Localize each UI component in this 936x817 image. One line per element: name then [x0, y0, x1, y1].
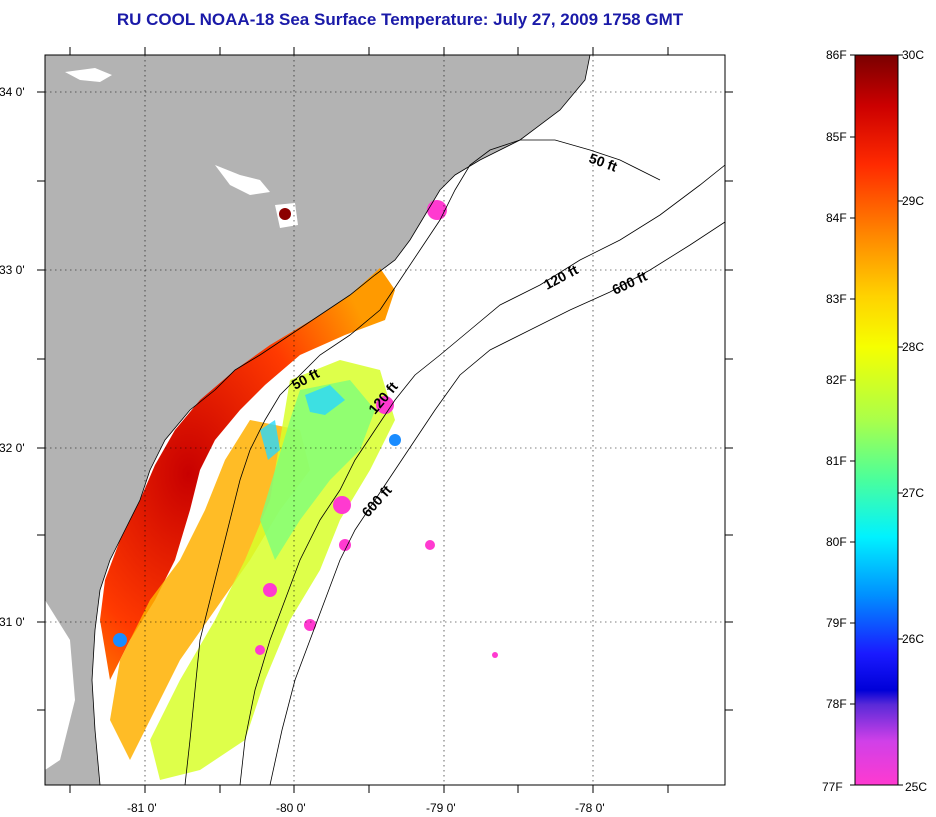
colorbar-c-label: 26C	[902, 632, 925, 646]
axis-ticks	[37, 47, 733, 793]
colorbar-f-label: 80F	[826, 535, 847, 549]
colorbar-f-label: 86F	[826, 48, 847, 62]
sst-cold-speck	[492, 652, 498, 658]
sst-green-patch	[260, 380, 375, 560]
colorbar-f-label: 83F	[826, 292, 847, 306]
sst-cold-speck	[427, 200, 447, 220]
lat-label: 31 0'	[0, 615, 25, 629]
colorbar-f-label: 77F	[822, 780, 843, 794]
colorbar	[854, 54, 899, 786]
colorbar-f-label: 82F	[826, 373, 847, 387]
colorbar-c-label: 29C	[902, 194, 925, 208]
lon-label: -81 0'	[127, 801, 157, 815]
sst-cyan-patch	[260, 420, 280, 460]
land-area	[45, 55, 590, 785]
colorbar-f-label: 85F	[826, 130, 847, 144]
colorbar-c-label: 28C	[902, 340, 925, 354]
land-lake-patch	[45, 600, 75, 770]
lat-label: 34 0'	[0, 85, 25, 99]
sst-blue-speck	[113, 633, 127, 647]
map-border	[44, 54, 726, 786]
sst-blue-speck	[389, 434, 401, 446]
sst-cold-speck	[376, 396, 394, 414]
colorbar-f-label: 84F	[826, 211, 847, 225]
colorbar-f-label: 78F	[826, 697, 847, 711]
lat-label: 33 0'	[0, 263, 25, 277]
colorbar-f-label: 81F	[826, 454, 847, 468]
sst-mid-band	[110, 420, 310, 760]
colorbar-c-label: 25C	[905, 780, 928, 794]
map-title: RU COOL NOAA-18 Sea Surface Temperature:…	[116, 10, 684, 29]
lon-label: -80 0'	[276, 801, 306, 815]
colorbar-c-label: 27C	[902, 486, 925, 500]
sst-cold-speck	[279, 208, 291, 220]
lat-label: 32 0'	[0, 441, 25, 455]
sst-cold-speck	[255, 645, 265, 655]
isobath-120ft	[239, 164, 725, 785]
sst-cold-speck	[339, 539, 351, 551]
land-lake-patch	[215, 165, 270, 195]
land-lake-patch	[65, 68, 112, 82]
coastline	[91, 55, 591, 785]
sst-cold-speck	[333, 496, 351, 514]
lon-label: -79 0'	[426, 801, 456, 815]
isobath-50ft	[184, 139, 661, 785]
sst-cold-speck	[425, 540, 435, 550]
sst-warm-band	[100, 268, 395, 680]
sst-cyan-patch	[305, 385, 345, 415]
colorbar-ticks	[850, 54, 903, 786]
graticule	[45, 55, 725, 785]
lon-label: -78 0'	[575, 801, 605, 815]
sst-cold-speck	[304, 619, 316, 631]
sst-cold-speck	[263, 583, 277, 597]
isobath-600ft	[269, 221, 725, 785]
colorbar-f-label: 79F	[826, 616, 847, 630]
colorbar-c-label: 30C	[902, 48, 925, 62]
